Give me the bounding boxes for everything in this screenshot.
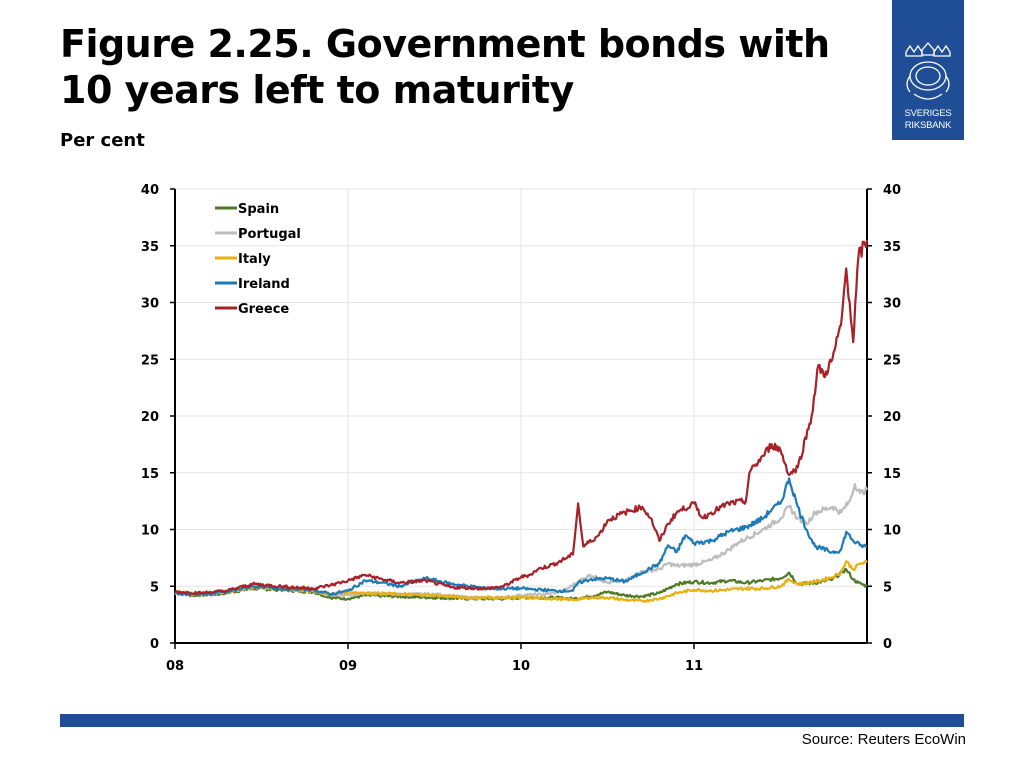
page-subtitle: Per cent (60, 130, 145, 151)
legend-label-italy: Italy (238, 252, 271, 267)
page-title: Figure 2.25. Government bonds with 10 ye… (60, 22, 830, 112)
legend-label-greece: Greece (238, 302, 289, 317)
footer-bar (60, 714, 964, 727)
legend-label-ireland: Ireland (238, 277, 290, 292)
y-tick-label-left: 15 (141, 467, 159, 482)
y-tick-label-right: 10 (883, 524, 901, 539)
axes-layer: 0 0 5 5 10 10 15 15 20 20 25 25 30 30 35 35 40 40 08 09 10 11 (141, 183, 901, 674)
legend: Spain Portugal Italy Ireland Greece (215, 202, 301, 317)
y-tick-label-left: 25 (141, 353, 159, 368)
y-tick-label-left: 35 (141, 240, 159, 255)
y-tick-label-left: 0 (150, 637, 159, 652)
y-tick-label-left: 5 (150, 580, 159, 595)
y-tick-label-left: 40 (141, 183, 159, 198)
grid-layer (175, 188, 867, 643)
logo-text-sveriges: SVERIGES (904, 108, 952, 119)
series-layer (174, 239, 869, 603)
y-tick-label-right: 20 (883, 410, 901, 425)
series-line-greece (174, 239, 869, 596)
x-tick-label: 11 (685, 659, 703, 674)
riksbank-logo: SVERIGES RIKSBANK (892, 0, 964, 140)
x-tick-label: 08 (166, 659, 184, 674)
source-note: Source: Reuters EcoWin (801, 731, 966, 748)
crown-emblem-icon (905, 42, 951, 100)
y-tick-label-left: 20 (141, 410, 159, 425)
y-tick-label-right: 35 (883, 240, 901, 255)
y-tick-label-right: 40 (883, 183, 901, 198)
x-tick-label: 10 (512, 659, 530, 674)
x-tick-label: 09 (339, 659, 357, 674)
logo-text-riksbank: RIKSBANK (904, 120, 952, 131)
y-tick-label-right: 15 (883, 467, 901, 482)
y-tick-label-right: 30 (883, 297, 901, 312)
y-tick-label-right: 0 (883, 637, 892, 652)
y-tick-label-left: 30 (141, 297, 159, 312)
y-tick-label-left: 10 (141, 524, 159, 539)
y-tick-label-right: 25 (883, 353, 901, 368)
legend-label-portugal: Portugal (238, 227, 301, 242)
y-tick-label-right: 5 (883, 580, 892, 595)
legend-label-spain: Spain (238, 202, 279, 217)
